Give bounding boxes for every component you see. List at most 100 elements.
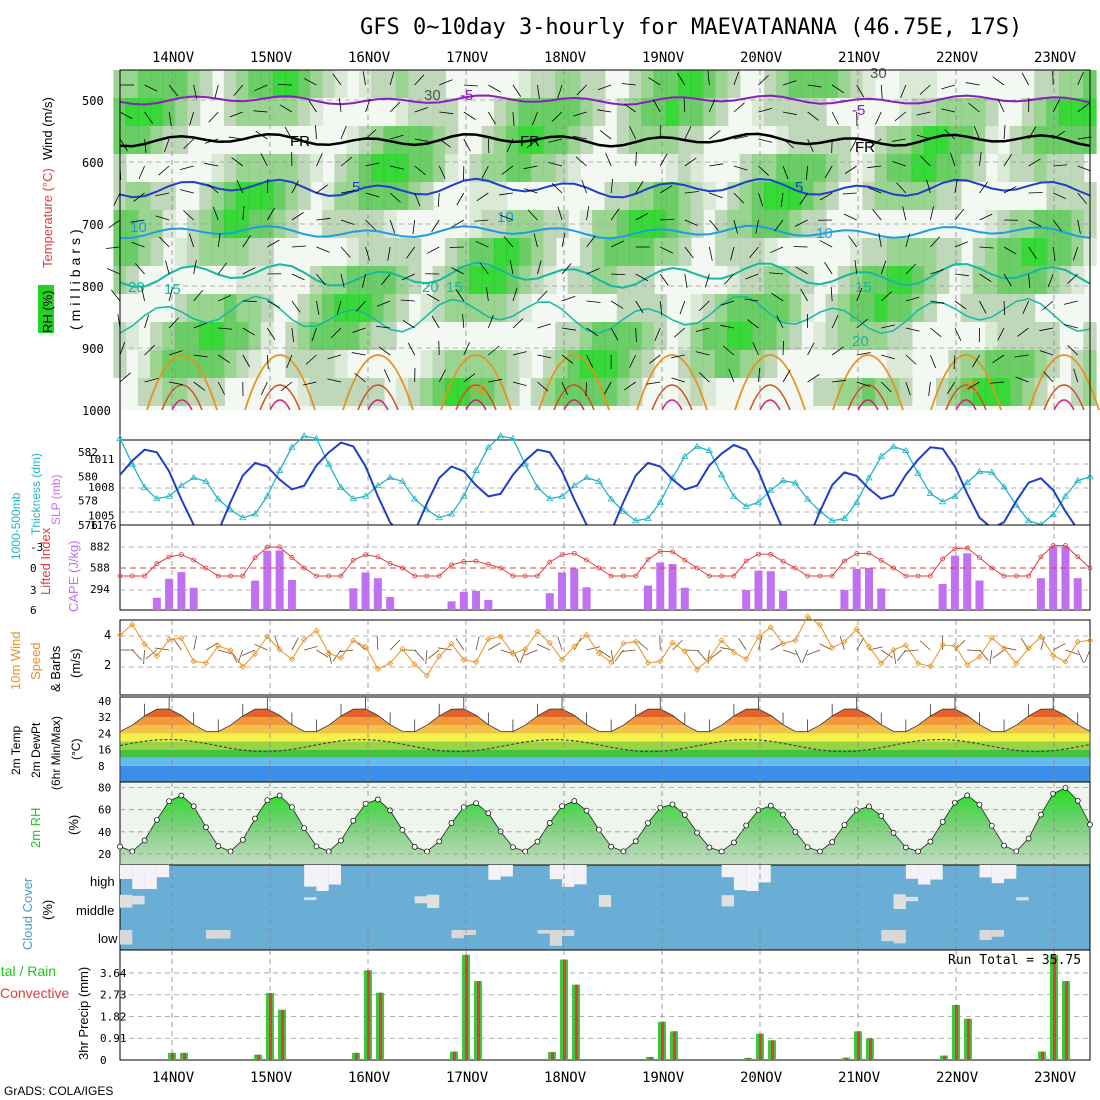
wind-barb	[267, 327, 276, 340]
rh-cell	[874, 238, 888, 266]
rh-cell	[297, 70, 311, 98]
wind-barb	[1052, 246, 1056, 261]
wind-barb	[597, 109, 612, 113]
rh-cell	[260, 70, 274, 98]
thickness-point	[582, 473, 591, 481]
rh-cell	[272, 98, 287, 126]
cape-bar	[1036, 578, 1045, 610]
wind-barb	[431, 219, 440, 232]
rh-cell	[383, 238, 397, 266]
wind-barb	[749, 246, 759, 258]
wind-point	[411, 661, 418, 668]
bottom-date-label: 14NOV	[152, 1070, 195, 1086]
wind-barb	[769, 272, 784, 275]
contour-35	[563, 399, 585, 411]
rh-cell	[1046, 322, 1060, 350]
rh-cell	[715, 350, 729, 378]
wind-barb	[900, 84, 907, 99]
rh-cell	[727, 350, 741, 378]
cape-bar	[975, 580, 984, 610]
rh-cell	[862, 70, 876, 98]
wind-barb	[456, 192, 465, 206]
surface-barb	[696, 649, 707, 661]
wind-barb	[340, 219, 355, 225]
wind-label-2: Speed	[28, 642, 43, 680]
wind-barb	[979, 246, 994, 249]
contour-35	[955, 399, 977, 411]
rh-cell	[985, 98, 999, 126]
rh-cell	[285, 70, 299, 98]
rh-point	[767, 802, 774, 809]
wind-point	[1000, 645, 1008, 652]
rh-cell	[899, 350, 913, 378]
wind-point	[1062, 658, 1069, 665]
rh-cell	[579, 378, 594, 406]
wind-barb	[1077, 72, 1084, 86]
rh-point	[178, 792, 185, 799]
thickness-point	[570, 481, 579, 489]
wind-barb	[684, 246, 694, 259]
rh-label-1: 2m RH	[28, 808, 43, 848]
thickness-point	[447, 510, 456, 517]
wind-barb	[709, 130, 721, 140]
wind-barb	[144, 377, 159, 383]
rh-cell	[187, 238, 201, 266]
rh-cell	[555, 126, 569, 154]
thickness-point	[189, 473, 198, 481]
surface-barb	[598, 649, 611, 658]
cape-bar	[472, 590, 481, 610]
wind-barb	[406, 246, 416, 259]
temp-tick: 40	[98, 695, 111, 708]
wind-barb	[330, 327, 342, 339]
wind-barb	[499, 214, 514, 221]
rh-cell	[1034, 70, 1048, 98]
rh-cell	[739, 210, 753, 238]
rh-cell	[739, 350, 753, 378]
rh-cell	[813, 154, 827, 182]
rh-cell	[1071, 98, 1085, 126]
wind-barb	[111, 289, 121, 302]
rh-cell	[690, 126, 704, 154]
rh-cell	[739, 322, 753, 350]
wind-barb	[354, 372, 366, 383]
wind-barb	[673, 327, 686, 338]
rh-cell	[629, 70, 643, 98]
rh-cell	[162, 350, 176, 378]
rh-cell	[1009, 294, 1023, 322]
wind-barb	[402, 320, 415, 329]
rh-point	[731, 839, 737, 846]
thickness-point	[742, 502, 750, 509]
rh-cell	[1021, 210, 1036, 238]
li-point	[964, 545, 970, 551]
surface-barb	[1040, 636, 1045, 651]
contour-label: -5	[460, 87, 473, 104]
thickness-point	[619, 507, 628, 514]
thickness-point	[165, 492, 173, 499]
wind-barb	[979, 181, 989, 194]
wind-point	[1037, 633, 1044, 641]
wind-barb	[501, 165, 514, 175]
temp-band	[120, 741, 1090, 750]
contour-25	[244, 354, 316, 411]
precip-conv-bar	[673, 1031, 676, 1060]
rh-cell	[371, 294, 385, 322]
rh-cell	[248, 266, 262, 294]
rh-cell	[444, 350, 459, 378]
wind-barb	[131, 241, 145, 248]
rh-point	[939, 818, 946, 825]
wind-barb	[119, 372, 131, 383]
thickness-point	[226, 505, 235, 513]
rh-cell	[506, 154, 520, 182]
li-point	[915, 573, 921, 579]
rh-cell	[886, 378, 901, 406]
bottom-date-label: 18NOV	[544, 1070, 587, 1086]
surface-barb	[621, 649, 636, 652]
wind-barb	[438, 369, 446, 383]
wind-barb	[831, 84, 844, 94]
rh-point	[374, 796, 381, 803]
rh-point	[473, 800, 479, 807]
surface-barb	[782, 649, 797, 655]
cape-bar	[779, 590, 788, 610]
footer-credit: GrADS: COLA/IGES	[4, 1084, 113, 1098]
rh-cell	[334, 294, 348, 322]
